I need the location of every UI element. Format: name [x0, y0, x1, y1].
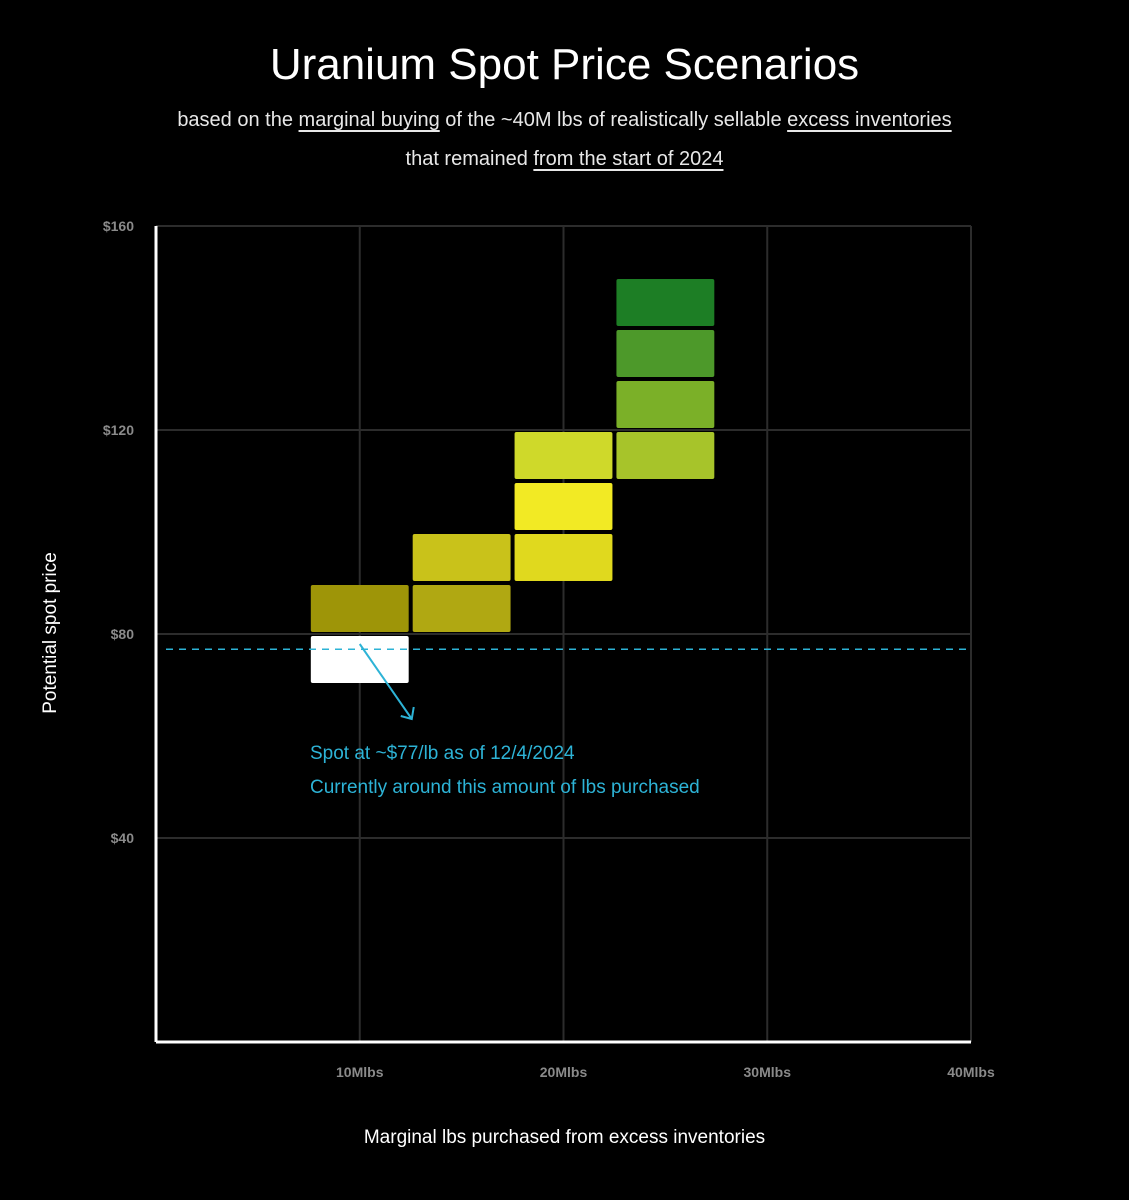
heatmap-cell [514, 534, 613, 581]
subtitle-line-1-segment: of the ~40M lbs of realistically sellabl… [439, 109, 788, 131]
y-tick-label: $120 [103, 422, 134, 438]
annotation-arrow-head [400, 706, 415, 721]
y-axis-label: Potential spot price [40, 552, 61, 714]
heatmap-cell [616, 432, 715, 479]
chart-subtitle-line-2: that remained from the start of 2024 [0, 148, 1129, 171]
heatmap-cell [310, 636, 409, 683]
heatmap-cell [616, 279, 715, 326]
heatmap-cell [412, 585, 511, 632]
y-tick-label: $80 [111, 626, 135, 642]
spot-annotation-line-2: Currently around this amount of lbs purc… [310, 777, 700, 798]
subtitle-line-1-segment: based on the [177, 109, 299, 131]
x-axis-label: Marginal lbs purchased from excess inven… [363, 1127, 766, 1148]
subtitle-line-1-segment: excess inventories [787, 109, 952, 131]
y-tick-label: $160 [103, 218, 134, 234]
heatmap-cell [514, 483, 613, 530]
heatmap-cell [310, 585, 409, 632]
heatmap-cell [412, 534, 511, 581]
spot-annotation-line-1: Spot at ~$77/lb as of 12/4/2024 [310, 743, 575, 764]
y-tick-label: $40 [111, 830, 135, 846]
x-tick-label: 10Mlbs [336, 1064, 384, 1080]
chart-title: Uranium Spot Price Scenarios [269, 40, 860, 89]
subtitle-line-2-segment: from the start of 2024 [533, 148, 724, 170]
heatmap-cell [616, 381, 715, 428]
x-tick-label: 40Mlbs [947, 1064, 995, 1080]
chart-subtitle-line-1: based on the marginal buying of the ~40M… [0, 109, 1129, 132]
annotation-arrow-shaft [358, 643, 413, 720]
heatmap-cell [616, 330, 715, 377]
subtitle-line-1-segment: marginal buying [298, 109, 440, 131]
spot-annotation: Spot at ~$77/lb as of 12/4/2024 Currentl… [310, 737, 700, 805]
subtitle-line-2-segment: that remained [405, 148, 534, 170]
x-tick-label: 20Mlbs [540, 1064, 588, 1080]
heatmap-cell [514, 432, 613, 479]
x-tick-label: 30Mlbs [744, 1064, 792, 1080]
